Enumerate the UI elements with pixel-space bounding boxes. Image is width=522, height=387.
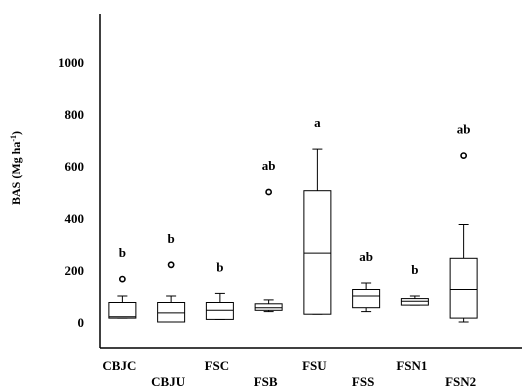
x-category-label: FSU	[302, 358, 327, 373]
x-category-label: FSB	[254, 374, 278, 387]
x-category-label: CBJU	[151, 374, 186, 387]
x-category-label: FSS	[352, 374, 374, 387]
x-category-label: FSC	[205, 358, 230, 373]
outlier-point	[460, 152, 468, 159]
y-axis-label: BAS (Mg ha-1)	[9, 131, 23, 205]
significance-label: b	[411, 262, 418, 277]
significance-label: b	[119, 245, 126, 260]
y-tick-label: 200	[65, 263, 85, 278]
box-fss	[352, 289, 381, 309]
box-cbjc	[108, 302, 137, 319]
significance-label: b	[216, 259, 223, 274]
outlier-point	[265, 188, 273, 196]
significance-label: a	[314, 115, 321, 130]
y-tick-label: 400	[65, 211, 85, 226]
outlier-point	[167, 261, 175, 269]
significance-label: ab	[262, 158, 276, 173]
box-cbju	[157, 302, 186, 323]
box-fsn2	[449, 257, 478, 319]
significance-label: b	[168, 231, 175, 246]
y-tick-label: 800	[65, 107, 85, 122]
x-category-label: CBJC	[102, 358, 136, 373]
significance-label: ab	[457, 122, 471, 137]
box-fsb	[254, 303, 283, 311]
x-category-label: FSN1	[396, 358, 427, 373]
x-category-label: FSN2	[445, 374, 476, 387]
box-fsu	[303, 190, 332, 315]
box-fsn1	[400, 298, 429, 306]
outlier-point	[118, 275, 126, 283]
box-fsc	[205, 302, 234, 320]
significance-label: ab	[359, 249, 373, 264]
y-tick-label: 600	[65, 159, 85, 174]
y-tick-label: 0	[78, 315, 85, 330]
y-tick-label: 1000	[58, 55, 84, 70]
